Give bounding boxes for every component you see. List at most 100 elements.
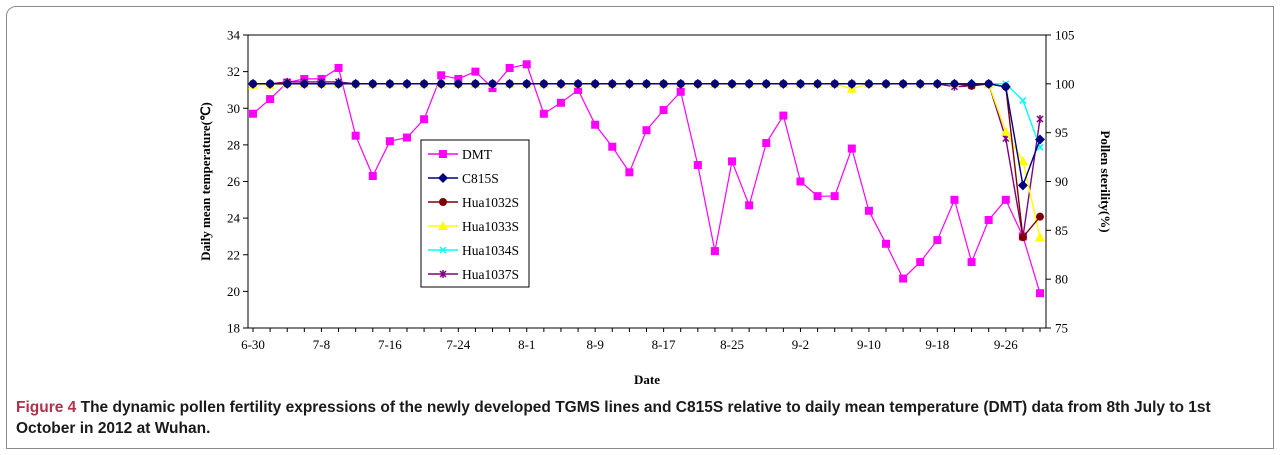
y-tick-label: 34 <box>227 28 241 43</box>
data-point-dmt <box>608 142 617 151</box>
series-hua1034s <box>249 80 1044 151</box>
data-point-c815s <box>898 78 909 89</box>
data-point-dmt <box>830 192 839 201</box>
series-line-hua1032s <box>253 83 1041 239</box>
data-point-c815s <box>727 78 738 89</box>
data-point-c815s <box>761 78 772 89</box>
data-point-c815s <box>641 78 652 89</box>
y2-tick-label: 100 <box>1055 76 1075 91</box>
legend-label: Hua1037S <box>462 267 519 282</box>
data-point-c815s <box>538 78 549 89</box>
y-tick-label: 20 <box>227 284 240 299</box>
data-point-c815s <box>487 78 498 89</box>
legend-swatch-marker <box>439 150 447 158</box>
data-point-dmt <box>745 201 754 210</box>
data-point-c815s <box>401 78 412 89</box>
y2-tick-label: 80 <box>1055 272 1068 287</box>
data-point-dmt <box>728 157 737 166</box>
data-point-dmt <box>437 71 446 80</box>
data-point-c815s <box>607 78 618 89</box>
figure-label: Figure 4 <box>16 399 77 416</box>
data-point-dmt <box>642 126 651 135</box>
data-point-c815s <box>863 78 874 89</box>
y-tick-label: 18 <box>227 321 240 336</box>
x-tick-label: 8-1 <box>518 337 535 352</box>
data-point-dmt <box>471 67 480 76</box>
data-point-dmt <box>368 172 377 181</box>
x-tick-label: 9-10 <box>857 337 881 352</box>
data-point-c815s <box>367 78 378 89</box>
data-point-dmt <box>420 115 429 124</box>
data-point-c815s <box>316 78 327 89</box>
legend: DMT C815S Hua1032S Hua1033S Hua1034S Hua1037S <box>420 139 530 288</box>
data-point-hua1033s <box>1000 126 1011 136</box>
x-tick-label: 9-18 <box>925 337 949 352</box>
data-point-dmt <box>266 95 275 104</box>
data-point-dmt <box>1001 195 1010 204</box>
data-point-dmt <box>556 98 565 107</box>
data-point-c815s <box>453 78 464 89</box>
data-point-c815s <box>966 78 977 89</box>
data-point-dmt <box>779 111 788 120</box>
data-point-c815s <box>949 78 960 89</box>
figure-frame <box>6 6 1274 449</box>
data-point-c815s <box>555 78 566 89</box>
x-tick-label: 7-16 <box>378 337 402 352</box>
data-point-dmt <box>864 206 873 215</box>
series-c815s <box>248 78 1045 191</box>
data-point-c815s <box>778 78 789 89</box>
data-point-dmt <box>967 258 976 267</box>
x-tick-label: 7-24 <box>446 337 470 352</box>
legend-box <box>420 139 530 288</box>
data-point-c815s <box>504 78 515 89</box>
plot-frame <box>247 34 1047 329</box>
figure-caption: Figure 4 The dynamic pollen fertility ex… <box>16 397 1266 439</box>
data-point-dmt <box>762 139 771 148</box>
data-point-hua1033s <box>1017 155 1028 165</box>
data-point-hua1032s <box>1018 233 1027 242</box>
data-point-dmt <box>249 109 257 118</box>
data-point-hua1032s <box>1036 212 1044 221</box>
series-line-c815s <box>253 83 1041 189</box>
legend-item-c815s: C815S <box>428 171 499 186</box>
data-point-c815s <box>829 78 840 89</box>
legend-label: Hua1032S <box>462 195 519 210</box>
x-tick-label: 9-2 <box>792 337 809 352</box>
data-point-dmt <box>933 236 942 245</box>
data-point-dmt <box>402 133 411 142</box>
data-point-c815s <box>692 78 703 89</box>
x-tick-label: 8-17 <box>652 337 676 352</box>
legend-swatch-marker <box>438 173 448 183</box>
series-dmt <box>249 60 1044 298</box>
y-tick-label: 32 <box>227 64 240 79</box>
data-point-c815s <box>299 78 310 89</box>
data-point-c815s <box>675 78 686 89</box>
data-point-c815s <box>350 78 361 89</box>
data-point-c815s <box>846 78 857 89</box>
axes: 18 20 22 24 26 28 30 32 34 75 80 85 90 95 100 105 6-30 7-… <box>198 28 1113 388</box>
data-point-dmt <box>385 137 394 146</box>
y-tick-label: 26 <box>227 174 241 189</box>
legend-swatch-marker <box>439 270 447 278</box>
data-point-dmt <box>625 168 634 177</box>
data-point-hua1034s <box>1019 96 1027 104</box>
data-point-c815s <box>419 78 430 89</box>
x-tick-label: 7-8 <box>313 337 330 352</box>
legend-label: Hua1034S <box>462 243 519 258</box>
data-point-dmt <box>522 60 531 69</box>
data-point-c815s <box>590 78 601 89</box>
data-point-c815s <box>282 78 293 89</box>
data-point-c815s <box>983 78 994 89</box>
y2-tick-label: 95 <box>1055 125 1068 140</box>
data-point-c815s <box>915 78 926 89</box>
data-point-c815s <box>521 78 532 89</box>
data-point-dmt <box>796 177 805 186</box>
series-line-hua1034s <box>253 83 1041 148</box>
y-tick-label: 24 <box>227 211 241 226</box>
x-tick-label: 8-9 <box>587 337 604 352</box>
x-tick-label: 8-25 <box>720 337 744 352</box>
data-point-dmt <box>351 131 360 140</box>
y2-tick-label: 75 <box>1055 321 1068 336</box>
data-point-c815s <box>333 78 344 89</box>
legend-label: C815S <box>462 171 499 186</box>
